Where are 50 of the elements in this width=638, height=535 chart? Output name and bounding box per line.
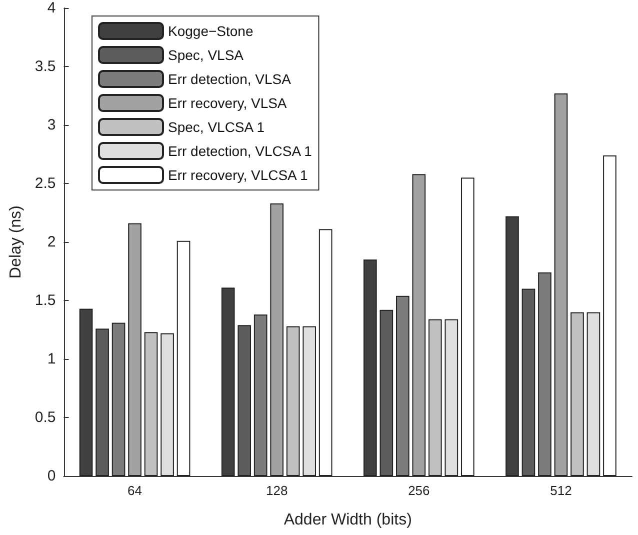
y-tick-label: 0.5 [34,409,56,426]
bar [364,260,377,476]
legend-label: Err recovery, VLCSA 1 [168,167,308,183]
y-tick-label: 2.5 [34,175,56,192]
bar [396,296,410,476]
legend-label: Spec, VLSA [168,47,244,63]
legend-label: Spec, VLCSA 1 [168,119,265,135]
bar [412,174,426,476]
bar [570,312,584,476]
y-tick-label: 1 [47,350,56,368]
x-tick-label: 512 [550,483,572,498]
y-tick-label: 3.5 [34,58,56,75]
bar [112,322,126,476]
y-tick-label: 3 [47,116,56,134]
bar [160,333,174,476]
bar [270,203,284,476]
bar [221,288,235,476]
bar [538,272,552,476]
y-tick-label: 4 [47,0,56,16]
bar [460,178,474,476]
y-axis-title: Delay (ns) [8,206,24,278]
bar [128,223,142,476]
bar [79,308,93,476]
y-tick-label: 2 [47,234,56,250]
bar [603,155,616,476]
bar [506,216,519,476]
bar [286,326,300,476]
bar [254,314,268,476]
bar [302,326,316,476]
bar [586,312,600,476]
bar [176,240,190,476]
x-axis-title: Adder Width (bits) [284,512,412,528]
legend-label: Kogge−Stone [168,23,254,39]
y-tick-label: 0 [47,468,56,484]
x-tick-label: 128 [266,483,288,498]
bar [380,310,394,476]
y-tick-label: 1.5 [34,292,56,309]
legend-label: Err detection, VLSA [168,71,292,87]
bar [318,229,332,476]
x-tick-label: 64 [128,483,142,498]
x-tick-label: 256 [408,483,430,498]
legend-label: Err detection, VLCSA 1 [168,143,312,159]
bar [444,319,458,476]
bar [554,93,568,476]
legend-label: Err recovery, VLSA [168,95,288,111]
bar [428,319,442,476]
bar [96,328,109,476]
bar [144,332,158,476]
bar [522,288,536,476]
bar [238,325,252,476]
